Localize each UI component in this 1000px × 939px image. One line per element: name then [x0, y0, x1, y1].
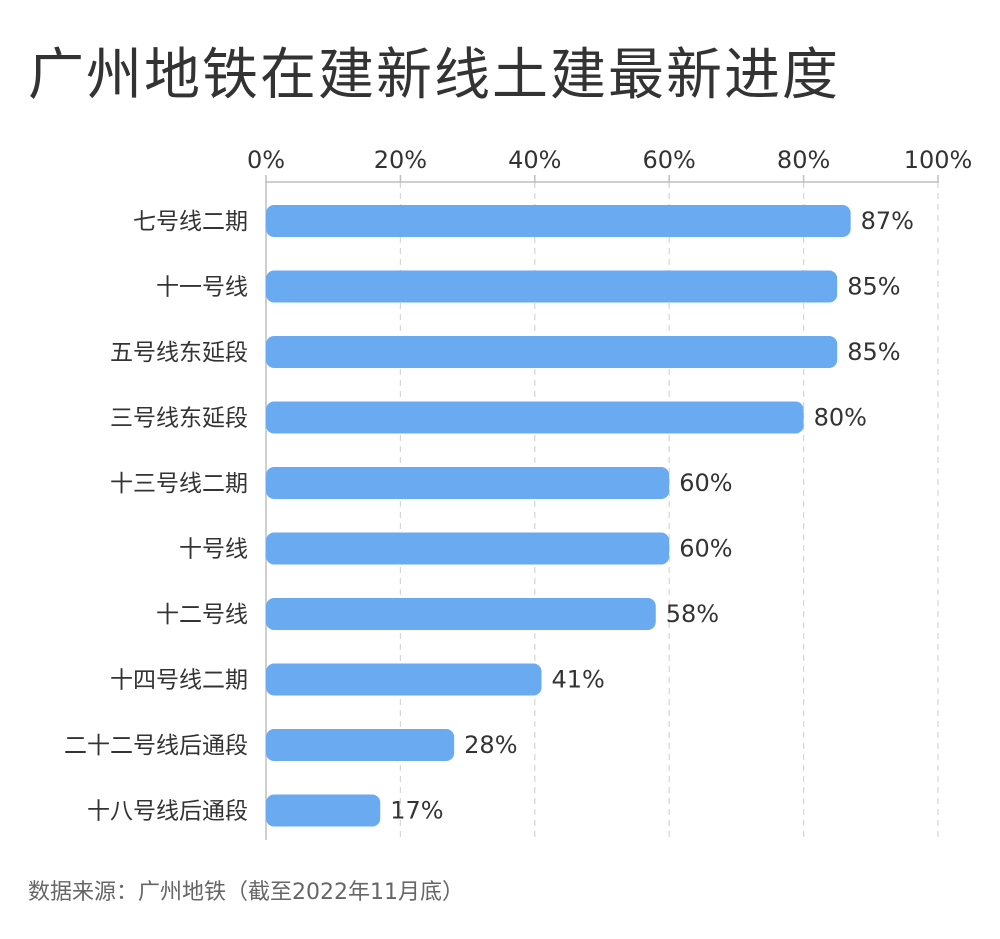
bar	[266, 532, 670, 565]
category-label: 十二号线	[156, 602, 248, 628]
category-label: 十八号线后通段	[87, 799, 248, 825]
x-tick-label: 100%	[904, 146, 973, 174]
category-label: 五号线东延段	[110, 340, 248, 366]
value-label: 85%	[847, 273, 900, 301]
category-label: 十号线	[179, 537, 248, 563]
source-note: 数据来源：广州地铁（截至2022年11月底）	[28, 880, 464, 905]
value-label: 41%	[552, 666, 605, 694]
bar	[266, 270, 838, 303]
value-label: 85%	[847, 338, 900, 366]
value-label: 80%	[814, 404, 867, 432]
bar	[266, 205, 851, 237]
x-tick-label: 60%	[643, 146, 696, 174]
bar	[266, 729, 455, 761]
bar	[266, 663, 542, 696]
category-label: 七号线二期	[133, 209, 248, 235]
category-label: 十四号线二期	[110, 668, 248, 694]
bar	[266, 598, 656, 630]
category-label: 十三号线二期	[110, 471, 248, 497]
bar	[266, 401, 804, 434]
value-label: 17%	[390, 797, 443, 825]
value-label: 60%	[679, 535, 732, 563]
bar	[266, 794, 381, 827]
chart-title: 广州地铁在建新线土建最新进度	[28, 43, 840, 108]
value-label: 60%	[679, 469, 732, 497]
x-tick-label: 80%	[777, 146, 830, 174]
bar-chart: 0% 20% 40% 60% 80% 100% 七号线二期 87% 十一号线 85% 五号线东延段 8…	[64, 146, 973, 840]
bar	[266, 336, 838, 368]
category-label: 三号线东延段	[110, 406, 248, 432]
category-label: 二十二号线后通段	[64, 733, 248, 759]
category-label: 十一号线	[156, 275, 248, 301]
x-tick-label: 20%	[374, 146, 427, 174]
value-label: 58%	[666, 600, 719, 628]
bar	[266, 467, 670, 499]
x-tick-label: 0%	[247, 146, 285, 174]
x-tick-label: 40%	[508, 146, 561, 174]
value-label: 28%	[464, 731, 517, 759]
value-label: 87%	[861, 207, 914, 235]
